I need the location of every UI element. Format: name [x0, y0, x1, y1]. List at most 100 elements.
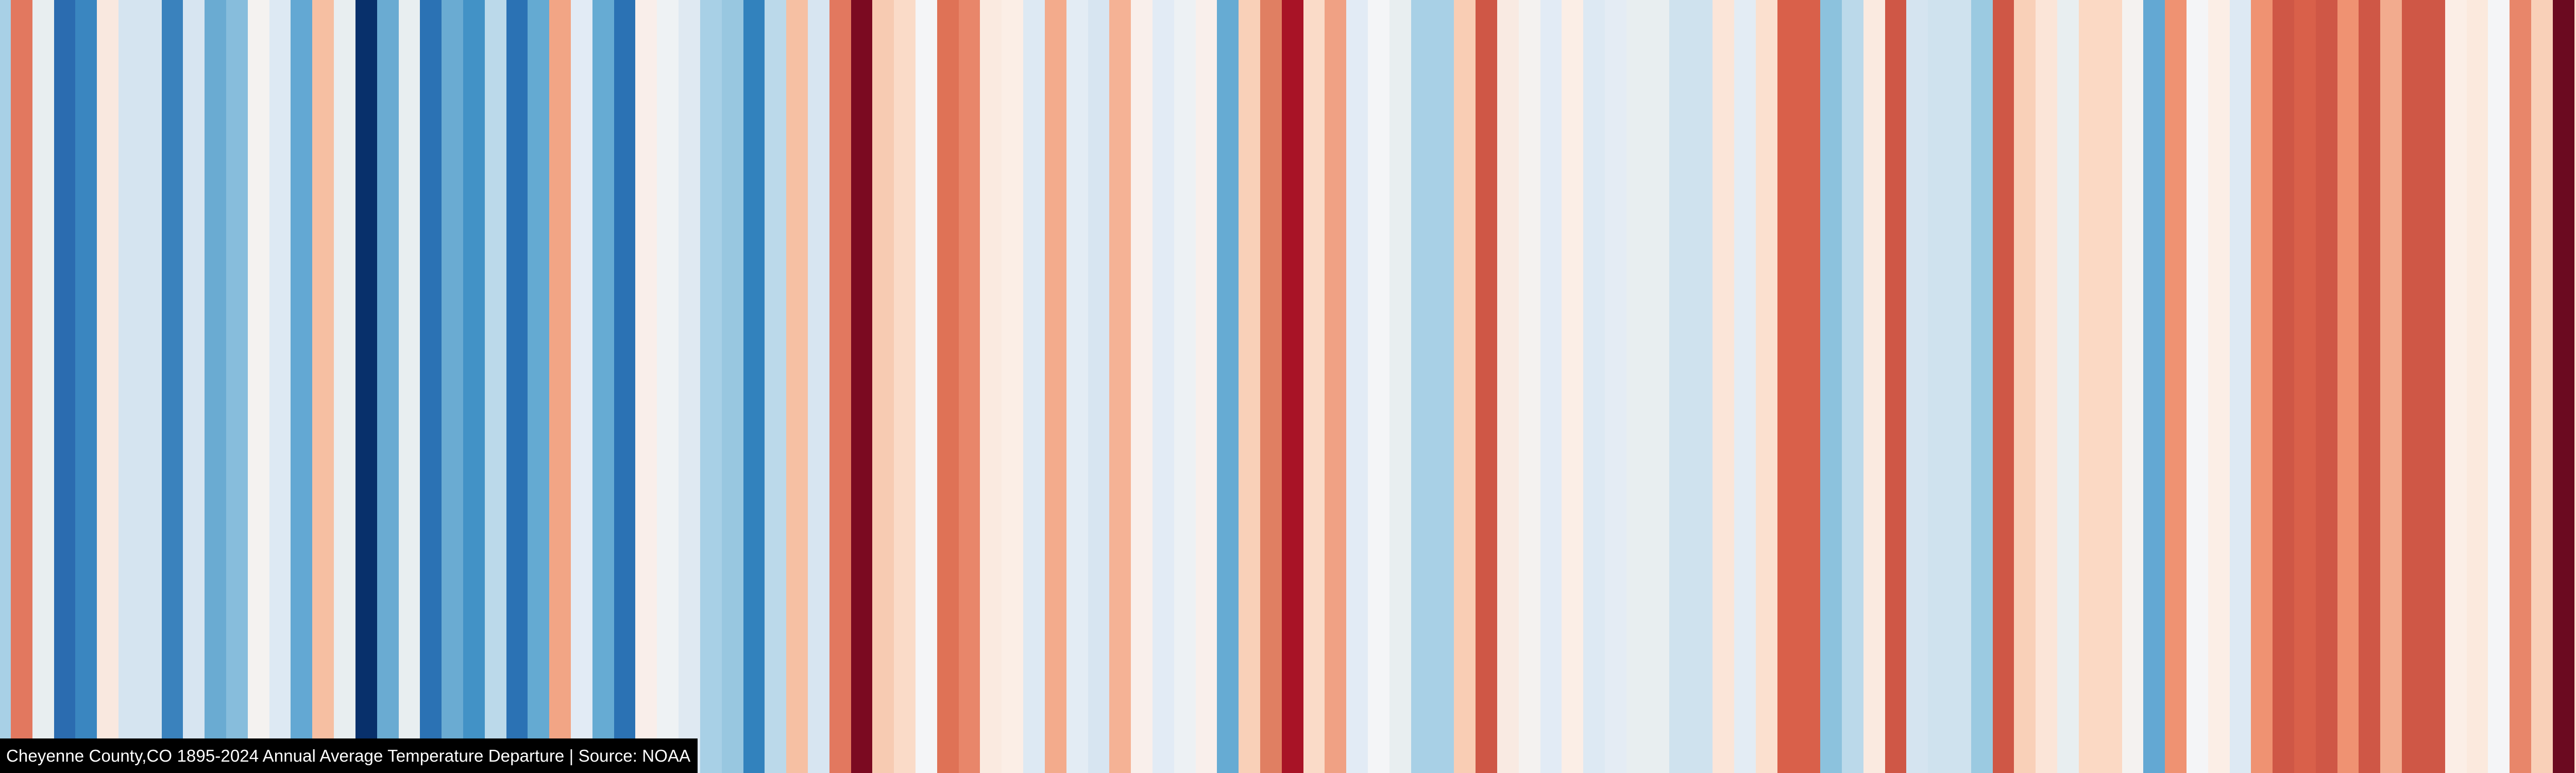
stripe-year-1937: [894, 0, 916, 773]
stripe-year-1914: [398, 0, 420, 773]
stripe-year-1963: [1454, 0, 1476, 773]
stripe-year-2001: [2273, 0, 2295, 773]
stripe-year-2000: [2251, 0, 2273, 773]
stripe-year-1997: [2186, 0, 2208, 773]
stripe-year-1991: [2057, 0, 2079, 773]
stripe-year-1950: [1174, 0, 1196, 773]
stripe-year-1949: [1152, 0, 1174, 773]
stripe-year-1935: [851, 0, 873, 773]
stripe-year-1957: [1325, 0, 1347, 773]
stripe-year-1962: [1432, 0, 1454, 773]
stripe-year-1984: [1906, 0, 1928, 773]
stripe-year-1919: [506, 0, 528, 773]
stripe-year-2014: [2552, 0, 2574, 773]
stripe-year-1982: [1863, 0, 1885, 773]
stripe-year-1951: [1195, 0, 1217, 773]
stripe-year-1985: [1928, 0, 1950, 773]
stripe-year-1971: [1626, 0, 1648, 773]
stripe-year-1995: [2143, 0, 2165, 773]
stripe-year-1905: [205, 0, 227, 773]
stripe-year-1942: [1002, 0, 1024, 773]
stripe-year-1978: [1777, 0, 1799, 773]
stripe-year-1896: [10, 0, 32, 773]
stripe-year-1953: [1239, 0, 1261, 773]
stripe-year-1898: [54, 0, 76, 773]
stripe-year-1973: [1669, 0, 1691, 773]
stripe-year-1908: [269, 0, 291, 773]
stripe-year-1940: [958, 0, 980, 773]
stripe-year-1975: [1713, 0, 1734, 773]
stripe-year-1965: [1497, 0, 1519, 773]
stripe-year-1976: [1734, 0, 1756, 773]
stripe-year-1941: [980, 0, 1002, 773]
stripe-year-1992: [2078, 0, 2100, 773]
stripe-year-1923: [592, 0, 614, 773]
stripe-year-2008: [2423, 0, 2445, 773]
caption-label: Cheyenne County,CO 1895-2024 Annual Aver…: [6, 746, 691, 765]
stripe-year-1927: [679, 0, 700, 773]
stripe-year-1904: [183, 0, 205, 773]
stripe-year-1895: [0, 0, 11, 773]
stripe-year-1939: [937, 0, 959, 773]
stripe-year-1925: [635, 0, 657, 773]
stripe-year-1916: [442, 0, 463, 773]
stripe-year-1989: [2014, 0, 2036, 773]
stripe-year-1911: [334, 0, 355, 773]
stripe-year-1943: [1023, 0, 1045, 773]
stripe-year-1958: [1346, 0, 1368, 773]
stripe-year-2011: [2488, 0, 2510, 773]
stripe-year-1920: [528, 0, 550, 773]
stripe-year-1967: [1540, 0, 1562, 773]
stripe-year-1915: [420, 0, 442, 773]
stripe-year-1947: [1109, 0, 1131, 773]
stripe-year-1948: [1131, 0, 1153, 773]
stripe-year-1907: [247, 0, 269, 773]
stripe-year-1955: [1281, 0, 1303, 773]
stripe-year-1980: [1820, 0, 1842, 773]
stripe-year-1922: [571, 0, 592, 773]
stripe-year-2006: [2380, 0, 2402, 773]
stripe-year-1969: [1583, 0, 1605, 773]
stripe-year-1968: [1562, 0, 1584, 773]
stripe-year-1944: [1044, 0, 1066, 773]
stripe-year-1979: [1799, 0, 1821, 773]
stripe-year-1954: [1260, 0, 1282, 773]
stripe-year-1917: [463, 0, 485, 773]
stripe-year-1999: [2229, 0, 2251, 773]
stripe-year-1924: [614, 0, 636, 773]
stripe-year-1959: [1368, 0, 1389, 773]
stripe-year-1952: [1217, 0, 1239, 773]
stripe-year-1918: [484, 0, 506, 773]
stripe-year-1986: [1950, 0, 1971, 773]
stripe-year-1933: [807, 0, 829, 773]
stripe-year-1945: [1066, 0, 1088, 773]
stripe-year-1931: [765, 0, 787, 773]
stripe-year-1900: [97, 0, 118, 773]
stripe-year-1970: [1605, 0, 1626, 773]
stripe-year-1910: [312, 0, 334, 773]
stripe-year-1936: [872, 0, 894, 773]
stripe-year-1921: [549, 0, 571, 773]
stripe-year-1993: [2100, 0, 2122, 773]
stripe-year-1934: [829, 0, 851, 773]
stripe-year-2007: [2402, 0, 2424, 773]
stripe-year-1960: [1389, 0, 1411, 773]
stripe-year-1930: [743, 0, 765, 773]
stripe-year-1983: [1885, 0, 1907, 773]
stripe-year-1966: [1518, 0, 1540, 773]
stripe-year-1912: [355, 0, 377, 773]
stripe-year-1899: [75, 0, 97, 773]
stripe-year-1956: [1303, 0, 1325, 773]
stripe-year-2002: [2294, 0, 2316, 773]
stripe-year-1972: [1648, 0, 1670, 773]
stripe-year-1938: [916, 0, 937, 773]
stripe-year-1981: [1841, 0, 1863, 773]
stripe-year-1994: [2122, 0, 2144, 773]
stripe-year-1897: [32, 0, 54, 773]
stripe-year-2009: [2445, 0, 2467, 773]
stripe-year-2004: [2337, 0, 2359, 773]
stripe-year-1990: [2036, 0, 2058, 773]
stripe-year-1913: [377, 0, 399, 773]
stripe-year-1932: [786, 0, 808, 773]
stripe-year-1903: [161, 0, 183, 773]
